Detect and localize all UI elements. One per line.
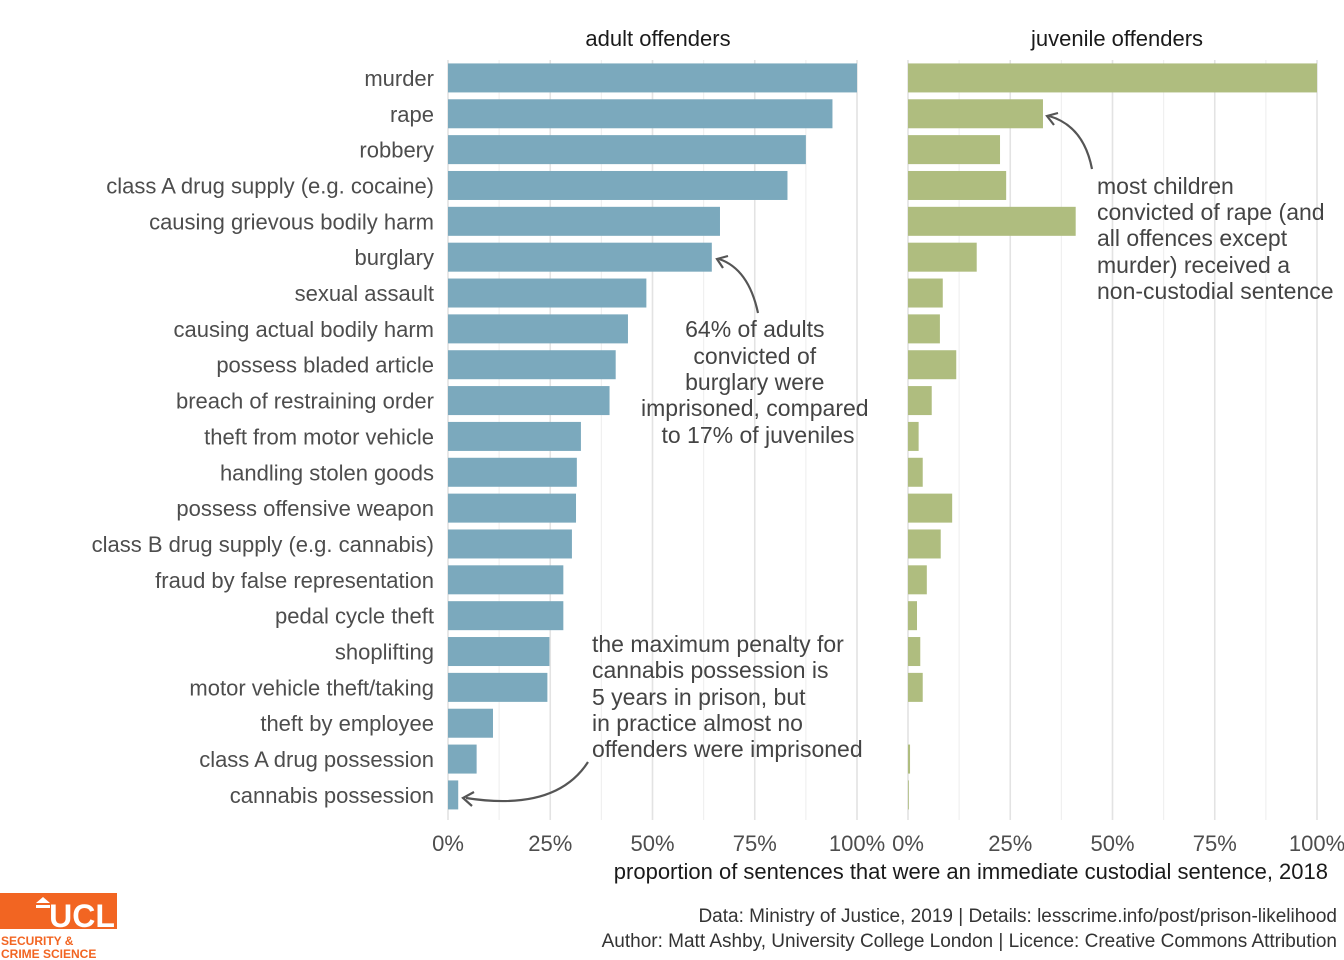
category-label: rape bbox=[390, 102, 434, 127]
annotation-arrow-cannabis bbox=[465, 761, 589, 803]
ucl-logo-wordmark: UCL bbox=[49, 898, 115, 934]
bar bbox=[448, 386, 610, 416]
x-tick-labels: 0% 25% 50% 75% 100% 0% 25% 50% 75% 100% bbox=[432, 831, 1344, 856]
category-label: murder bbox=[364, 66, 434, 91]
ucl-logo-portico-base bbox=[36, 905, 50, 908]
bar bbox=[908, 99, 1043, 129]
bar bbox=[908, 314, 940, 344]
bar bbox=[448, 170, 788, 200]
bar bbox=[448, 135, 806, 165]
x-tick-label: 50% bbox=[630, 831, 674, 856]
category-label: causing actual bodily harm bbox=[174, 317, 434, 342]
bar bbox=[448, 601, 564, 631]
bar bbox=[908, 206, 1076, 236]
category-label: class B drug supply (e.g. cannabis) bbox=[92, 532, 434, 557]
bar bbox=[448, 780, 459, 810]
category-label: handling stolen goods bbox=[220, 460, 434, 485]
facet-title-juvenile: juvenile offenders bbox=[1030, 26, 1203, 51]
category-label: pedal cycle theft bbox=[275, 604, 434, 629]
ucl-logo-subtitle-1: SECURITY & bbox=[1, 934, 74, 948]
x-tick-label: 25% bbox=[528, 831, 572, 856]
ucl-logo-block bbox=[0, 893, 117, 929]
annotation-arrowhead-cannabis bbox=[461, 791, 475, 807]
bar bbox=[448, 493, 577, 523]
x-tick-label: 50% bbox=[1090, 831, 1134, 856]
bar bbox=[448, 529, 572, 559]
bar bbox=[908, 170, 1007, 200]
bar bbox=[908, 637, 921, 667]
bar bbox=[908, 457, 923, 487]
bar bbox=[908, 135, 1001, 165]
category-label: cannabis possession bbox=[230, 783, 434, 808]
x-tick-label: 75% bbox=[1193, 831, 1237, 856]
x-axis-label: proportion of sentences that were an imm… bbox=[614, 859, 1328, 884]
bar bbox=[908, 672, 923, 702]
category-label: theft by employee bbox=[260, 711, 434, 736]
bar bbox=[908, 278, 943, 308]
bar bbox=[908, 493, 953, 523]
bar bbox=[908, 63, 1317, 93]
bar bbox=[448, 421, 581, 451]
annotation-arrow-rape bbox=[1048, 114, 1094, 170]
bar bbox=[908, 242, 977, 272]
bar bbox=[908, 350, 957, 380]
bar bbox=[908, 421, 919, 451]
category-label: possess bladed article bbox=[216, 353, 434, 378]
bars bbox=[448, 63, 1317, 810]
x-tick-label: 25% bbox=[988, 831, 1032, 856]
bar bbox=[908, 601, 917, 631]
bar bbox=[448, 708, 493, 738]
bar bbox=[908, 386, 932, 416]
x-tick-label: 0% bbox=[892, 831, 924, 856]
x-tick-label: 100% bbox=[829, 831, 885, 856]
x-tick-label: 0% bbox=[432, 831, 464, 856]
category-label: possess offensive weapon bbox=[176, 496, 434, 521]
bar bbox=[448, 457, 577, 487]
annotation-arrowhead-rape bbox=[1045, 111, 1059, 126]
bar bbox=[908, 565, 927, 595]
bar bbox=[448, 350, 616, 380]
x-tick-label: 100% bbox=[1289, 831, 1344, 856]
facet-title-adult: adult offenders bbox=[585, 26, 730, 51]
category-label: class A drug possession bbox=[199, 747, 434, 772]
bar bbox=[448, 744, 477, 774]
bar bbox=[448, 314, 628, 344]
annotation-juveniles: most children convicted of rape (and all… bbox=[1097, 173, 1334, 304]
bar bbox=[908, 744, 911, 774]
category-label: sexual assault bbox=[295, 281, 434, 306]
bar bbox=[448, 63, 857, 93]
bar bbox=[448, 637, 550, 667]
category-label: theft from motor vehicle bbox=[204, 424, 434, 449]
bar bbox=[448, 672, 548, 702]
category-label: robbery bbox=[359, 138, 434, 163]
bar bbox=[448, 565, 564, 595]
ucl-logo-portico-icon bbox=[36, 897, 50, 903]
category-label: fraud by false representation bbox=[155, 568, 434, 593]
category-label: breach of restraining order bbox=[176, 389, 434, 414]
x-tick-label: 75% bbox=[733, 831, 777, 856]
ucl-logo: UCL SECURITY & CRIME SCIENCE bbox=[0, 893, 117, 960]
category-label: class A drug supply (e.g. cocaine) bbox=[106, 173, 434, 198]
ucl-logo-subtitle-2: CRIME SCIENCE bbox=[1, 947, 96, 960]
bar bbox=[448, 99, 833, 129]
bar bbox=[448, 278, 647, 308]
annotation-arrow-burglary bbox=[718, 257, 760, 314]
bar bbox=[908, 780, 909, 810]
category-label: shoplifting bbox=[335, 640, 434, 665]
annotation-arrowhead-burglary bbox=[715, 254, 729, 269]
bar bbox=[448, 206, 720, 236]
category-label: causing grievous bodily harm bbox=[149, 209, 434, 234]
annotation-burglary: 64% of adults convicted of burglary were… bbox=[641, 316, 875, 448]
category-labels: murder rape robbery class A drug supply (e.… bbox=[92, 66, 434, 808]
bar bbox=[908, 529, 941, 559]
category-label: motor vehicle theft/taking bbox=[189, 675, 434, 700]
annotation-cannabis: the maximum penalty for cannabis possess… bbox=[592, 631, 863, 762]
caption-author: Author: Matt Ashby, University College L… bbox=[602, 931, 1337, 952]
caption-data-source: Data: Ministry of Justice, 2019 | Detail… bbox=[698, 906, 1337, 927]
category-label: burglary bbox=[355, 245, 434, 270]
bar bbox=[448, 242, 712, 272]
